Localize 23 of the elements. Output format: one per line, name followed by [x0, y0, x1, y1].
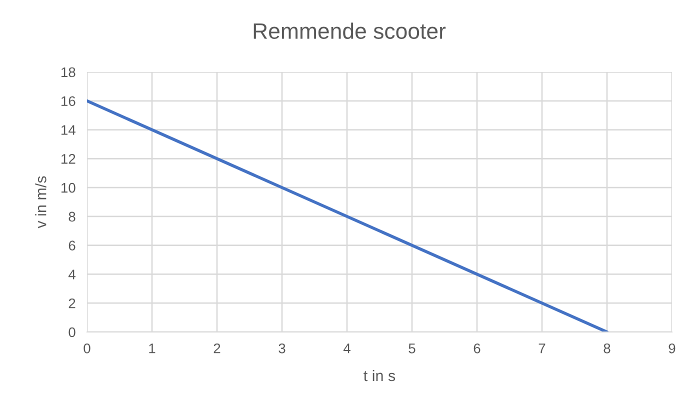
y-tick-label: 6	[68, 240, 76, 251]
x-tick-label: 6	[474, 343, 480, 354]
x-tick-label: 7	[538, 344, 546, 354]
y-tick-label: 12	[62, 154, 76, 164]
y-tick-label: 18	[62, 67, 76, 78]
x-tick-label: 4	[343, 344, 350, 354]
y-tick-label: 0	[68, 327, 76, 338]
x-axis-title: t in s	[364, 370, 396, 382]
x-tick-label: 8	[604, 343, 610, 354]
x-tick-label: 0	[84, 343, 90, 354]
y-tick-label: 10	[62, 182, 76, 193]
y-axis-title: v in m/s	[35, 176, 46, 228]
y-tick-label: 4	[68, 270, 76, 280]
y-tick-label: 2	[68, 298, 76, 308]
x-tick-label: 1	[149, 344, 156, 354]
x-tick-label: 2	[214, 343, 220, 354]
y-tick-label: 8	[68, 212, 76, 222]
x-tick-label: 3	[278, 343, 286, 354]
x-tick-label: 9	[668, 343, 676, 354]
y-tick-label: 16	[62, 96, 76, 106]
y-tick-label: 14	[62, 125, 76, 135]
chart-title: Remmende scooter	[254, 22, 446, 39]
x-tick-label: 5	[408, 344, 416, 354]
